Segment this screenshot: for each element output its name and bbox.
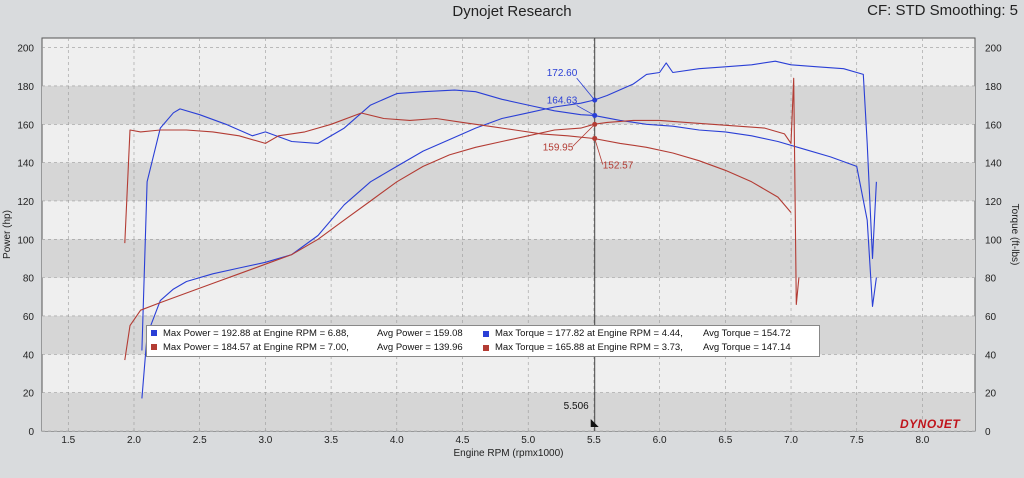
legend-max-power-run1: Max Power = 192.88 at Engine RPM = 6.88, — [163, 328, 349, 339]
legend-row-run1: Max Power = 192.88 at Engine RPM = 6.88,… — [151, 328, 791, 339]
cursor-value-label: 164.63 — [547, 95, 578, 106]
chart-legend: Max Power = 192.88 at Engine RPM = 6.88,… — [146, 325, 820, 357]
legend-swatch-run1-torque — [483, 331, 489, 337]
x-tick-label: 3.5 — [324, 435, 338, 446]
legend-avg-torque-run2: Avg Torque = 147.14 — [703, 342, 791, 353]
x-tick-label: 4.0 — [390, 435, 404, 446]
y2-axis-label: Torque (ft-lbs) — [1009, 204, 1020, 266]
legend-swatch-run2-torque — [483, 345, 489, 351]
x-axis-label: Engine RPM (rpmx1000) — [453, 448, 563, 459]
legend-swatch-run2 — [151, 344, 157, 350]
y2-tick-label: 180 — [985, 82, 1002, 93]
y-tick-label: 60 — [23, 312, 35, 323]
cursor-value-leader — [576, 105, 595, 116]
y-tick-label: 20 — [23, 389, 35, 400]
x-tick-label: 5.5 — [587, 435, 601, 446]
y-tick-label: 40 — [23, 350, 35, 361]
legend-max-power-run2: Max Power = 184.57 at Engine RPM = 7.00, — [163, 342, 349, 353]
cursor-marker — [590, 419, 599, 427]
y2-tick-label: 60 — [985, 312, 997, 323]
x-tick-label: 1.5 — [61, 435, 75, 446]
cursor-value-label: 159.95 — [543, 142, 574, 153]
x-tick-label: 2.5 — [193, 435, 207, 446]
y2-tick-label: 160 — [985, 120, 1002, 131]
y2-tick-label: 20 — [985, 389, 997, 400]
plot-band — [42, 392, 975, 431]
x-tick-label: 6.0 — [653, 435, 667, 446]
plot-band — [42, 85, 975, 125]
y2-tick-label: 200 — [985, 44, 1002, 55]
y-tick-label: 180 — [17, 82, 34, 93]
x-tick-label: 6.5 — [718, 435, 732, 446]
cursor-value-leader — [576, 77, 596, 101]
x-tick-label: 8.0 — [915, 435, 929, 446]
cursor-value-leader — [594, 138, 604, 165]
cursor-value-point — [592, 135, 598, 141]
series-line-run1_torque — [141, 89, 877, 351]
y-tick-label: 80 — [23, 274, 35, 285]
correction-settings: CF: STD Smoothing: 5 — [867, 2, 1018, 19]
y-tick-label: 0 — [28, 427, 34, 438]
cursor-value-point — [592, 112, 598, 118]
x-tick-label: 7.0 — [784, 435, 798, 446]
legend-avg-power-run2: Avg Power = 139.96 — [377, 342, 463, 353]
cursor-value-point — [592, 121, 598, 127]
x-tick-label: 3.0 — [258, 435, 272, 446]
series-line-run2_torque — [124, 112, 792, 244]
series-line-run2_power — [124, 77, 800, 361]
y2-tick-label: 100 — [985, 235, 1002, 246]
y-axis-label: Power (hp) — [2, 210, 13, 259]
legend-avg-power-run1: Avg Power = 159.08 — [377, 328, 463, 339]
cursor-value-leader — [572, 124, 595, 147]
legend-swatch-run1 — [151, 330, 157, 336]
y2-tick-label: 120 — [985, 197, 1002, 208]
x-tick-label: 7.5 — [850, 435, 864, 446]
y-tick-label: 120 — [17, 197, 34, 208]
y2-tick-label: 40 — [985, 350, 997, 361]
cursor-value-label: 152.57 — [603, 160, 634, 171]
x-tick-label: 5.0 — [521, 435, 535, 446]
legend-avg-torque-run1: Avg Torque = 154.72 — [703, 328, 791, 339]
y-tick-label: 200 — [17, 44, 34, 55]
y2-tick-label: 80 — [985, 274, 997, 285]
legend-max-torque-run1: Max Torque = 177.82 at Engine RPM = 4.44… — [495, 328, 683, 339]
x-tick-label: 2.0 — [127, 435, 141, 446]
y-tick-label: 100 — [17, 235, 34, 246]
legend-row-run2: Max Power = 184.57 at Engine RPM = 7.00,… — [151, 342, 791, 353]
series-line-run1_power — [141, 60, 877, 399]
cursor-rpm-label: 5.506 — [564, 401, 589, 412]
cursor-value-point — [592, 97, 598, 103]
x-tick-label: 4.5 — [456, 435, 470, 446]
cursor-value-label: 172.60 — [547, 68, 578, 79]
plot-band — [42, 162, 975, 201]
chart-title: Dynojet Research — [452, 3, 572, 20]
y2-tick-label: 140 — [985, 159, 1002, 170]
y-tick-label: 160 — [17, 120, 34, 131]
legend-max-torque-run2: Max Torque = 165.88 at Engine RPM = 3.73… — [495, 342, 683, 353]
y-tick-label: 140 — [17, 159, 34, 170]
dynojet-logo: DYNOJET — [900, 417, 961, 431]
y2-tick-label: 0 — [985, 427, 991, 438]
plot-band — [42, 239, 975, 278]
